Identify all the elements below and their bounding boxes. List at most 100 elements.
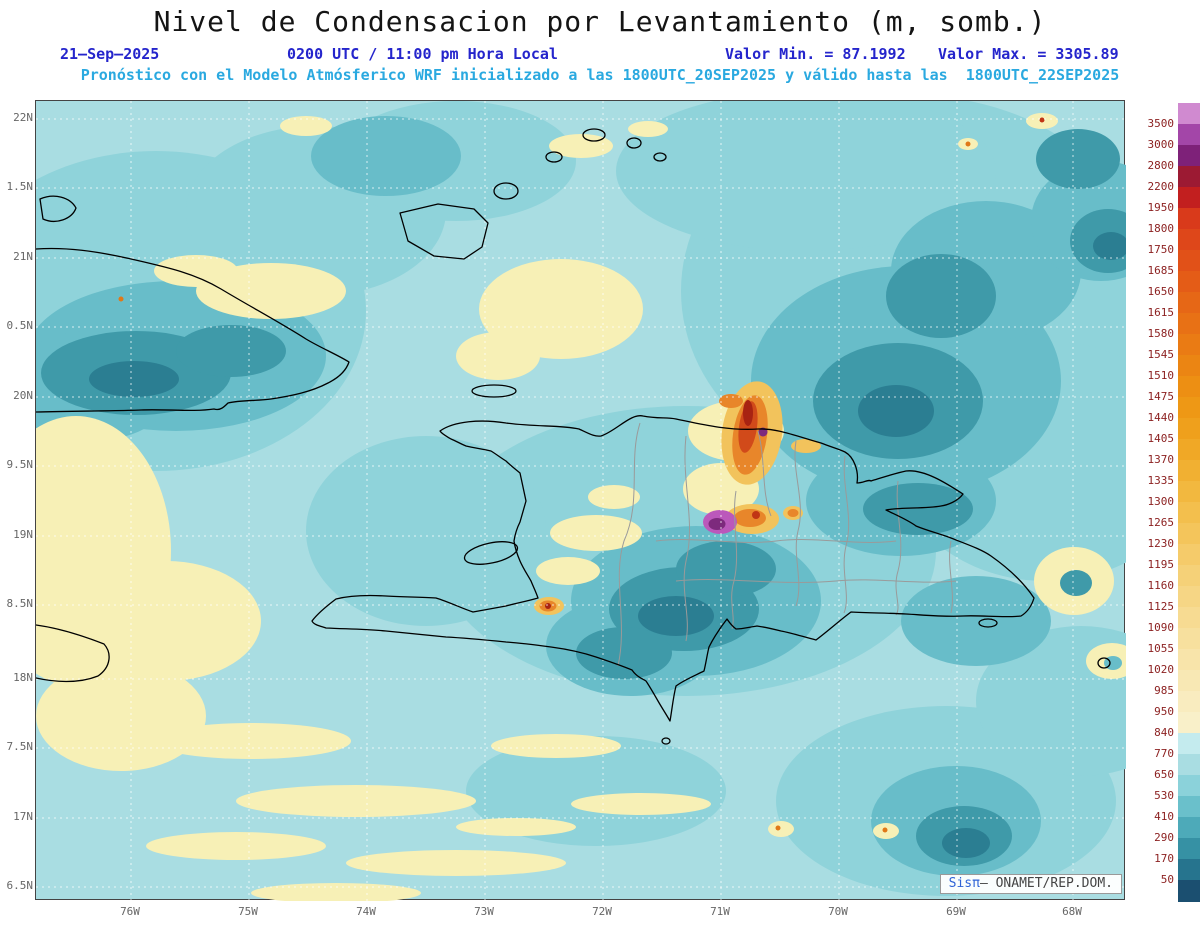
colorbar-tick-label: 1300	[1147, 495, 1175, 508]
colorbar-tick-label: 1370	[1147, 453, 1175, 466]
lat-tick-label: 19N	[13, 528, 33, 541]
page-title: Nivel de Condensacion por Levantamiento …	[153, 5, 1047, 38]
lat-tick-label: 18N	[13, 671, 33, 684]
colorbar-cell	[1178, 628, 1200, 650]
colorbar-cell	[1178, 775, 1200, 797]
colorbar-cell	[1178, 880, 1200, 902]
lon-tick-label: 69W	[946, 905, 966, 918]
lon-tick-label: 68W	[1062, 905, 1082, 918]
colorbar-tick-label: 2800	[1147, 159, 1175, 172]
colorbar-tick-label: 1685	[1147, 264, 1175, 277]
watermark-brand: Sisπ	[948, 876, 980, 891]
coastline-turks	[653, 152, 667, 162]
colorbar-tick-label: 2200	[1147, 180, 1175, 193]
coastlines	[36, 128, 1111, 745]
colorbar-tick-label: 1055	[1147, 642, 1175, 655]
colorbar-tick-label: 950	[1154, 705, 1174, 718]
colorbar-cell	[1178, 817, 1200, 839]
colorbar-cell	[1178, 355, 1200, 377]
coastline-gonave	[463, 541, 519, 565]
colorbar-tick-label: 1545	[1147, 348, 1175, 361]
coastline-great-inagua	[399, 203, 489, 260]
colorbar-tick-label: 50	[1160, 873, 1174, 886]
colorbar-cell	[1178, 271, 1200, 293]
colorbar-cell	[1178, 733, 1200, 755]
lat-tick-label: 17N	[13, 810, 33, 823]
colorbar-tick-label: 650	[1154, 768, 1174, 781]
colorbar-cell	[1178, 712, 1200, 734]
coastline-caicos-2	[582, 128, 606, 142]
colorbar-cell	[1178, 439, 1200, 461]
colorbar-tick-label: 1125	[1147, 600, 1175, 613]
value-max-label: Valor Max. = 3305.89	[938, 45, 1119, 63]
lat-tick-label: 7.5N	[6, 740, 34, 753]
colorbar-tick-label: 1750	[1147, 243, 1175, 256]
colorbar-tick-label: 1335	[1147, 474, 1175, 487]
colorbar-tick-label: 3500	[1147, 117, 1175, 130]
coastline-caicos-3	[626, 137, 642, 149]
lon-tick-label: 76W	[120, 905, 140, 918]
lat-tick-label: 22N	[13, 111, 33, 124]
lon-tick-label: 71W	[710, 905, 730, 918]
colorbar-tick-label: 1090	[1147, 621, 1175, 634]
colorbar-cell	[1178, 334, 1200, 356]
colorbar-cell	[1178, 796, 1200, 818]
colorbar-cell	[1178, 691, 1200, 713]
coastline-caicos-1	[545, 151, 563, 163]
colorbar-tick-label: 985	[1154, 684, 1174, 697]
lon-tick-label: 72W	[592, 905, 612, 918]
colorbar-cell	[1178, 292, 1200, 314]
colorbar-tick-label: 1230	[1147, 537, 1175, 550]
colorbar-cell	[1178, 607, 1200, 629]
map-canvas	[36, 101, 1126, 901]
colorbar-tick-label: 1650	[1147, 285, 1175, 298]
coastline-cuba	[36, 247, 350, 413]
coastline-jamaica	[36, 624, 110, 683]
colorbar-tick-label: 3000	[1147, 138, 1175, 151]
lat-tick-label: 20N	[13, 389, 33, 402]
colorbar-cell	[1178, 418, 1200, 440]
colorbar-cell	[1178, 586, 1200, 608]
colorbar-tick-label: 1475	[1147, 390, 1175, 403]
validity-row: 21–Sep–2025 0200 UTC / 11:00 pm Hora Loc…	[0, 45, 1200, 63]
grid-lines	[36, 101, 1126, 901]
model-info-line: Pronóstico con el Modelo Atmósferico WRF…	[80, 66, 1120, 84]
coastline-bahamas-fragment	[39, 195, 77, 223]
coastline-saona	[978, 618, 998, 628]
valid-time: 0200 UTC / 11:00 pm Hora Local	[287, 45, 558, 63]
colorbar-cell	[1178, 565, 1200, 587]
colorbar-tick-label: 1020	[1147, 663, 1175, 676]
lat-tick-label: 1.5N	[6, 180, 34, 193]
colorbar-cell	[1178, 313, 1200, 335]
colorbar-cell	[1178, 523, 1200, 545]
colorbar-cell	[1178, 229, 1200, 251]
colorbar-tick-label: 1265	[1147, 516, 1175, 529]
colorbar-tick-label: 1405	[1147, 432, 1175, 445]
colorbar-tick-label: 170	[1154, 852, 1174, 865]
admin-boundaries	[617, 422, 957, 667]
colorbar-cell	[1178, 481, 1200, 503]
colorbar-cell	[1178, 145, 1200, 167]
colorbar-legend: 3500 3000 2800 2200 1950 1800 1750 1685 1650 1615…	[1142, 103, 1200, 902]
lat-tick-label: 21N	[13, 250, 33, 263]
lat-tick-label: 8.5N	[6, 597, 34, 610]
colorbar-tick-label: 1580	[1147, 327, 1175, 340]
watermark-text: – ONAMET/REP.DOM.	[979, 876, 1113, 891]
colorbar-tick-label: 1510	[1147, 369, 1175, 382]
lat-tick-label: 9.5N	[6, 458, 34, 471]
colorbar-cell	[1178, 544, 1200, 566]
colorbar-cell	[1178, 670, 1200, 692]
colorbar-cell	[1178, 376, 1200, 398]
lat-tick-label: 6.5N	[6, 879, 34, 892]
lon-tick-label: 73W	[474, 905, 494, 918]
lon-tick-label: 70W	[828, 905, 848, 918]
lon-tick-label: 75W	[238, 905, 258, 918]
colorbar-tick-label: 1800	[1147, 222, 1175, 235]
watermark: Sisπ– ONAMET/REP.DOM.	[939, 874, 1122, 894]
colorbar-tick-label: 770	[1154, 747, 1174, 760]
colorbar-cell	[1178, 838, 1200, 860]
colorbar-cell	[1178, 166, 1200, 188]
colorbar-cell	[1178, 250, 1200, 272]
colorbar-cell	[1178, 460, 1200, 482]
